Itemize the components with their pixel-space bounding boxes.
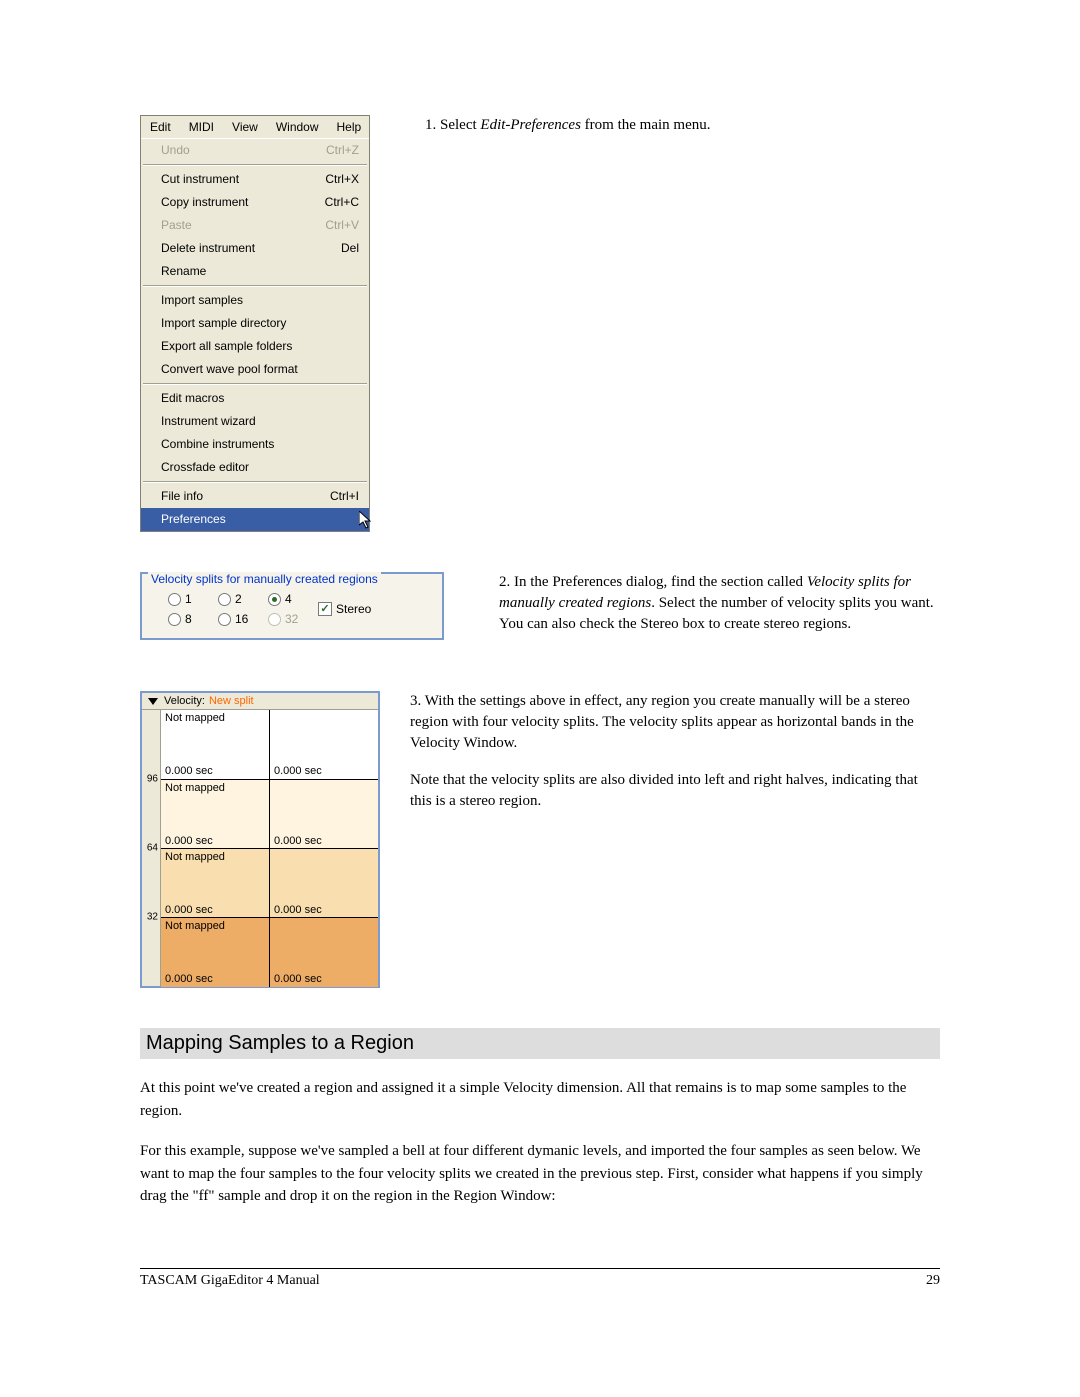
body-p1: At this point we've created a region and… bbox=[140, 1077, 940, 1122]
radio-32: 32 bbox=[268, 612, 318, 626]
step1-text: 1. Select Edit-Preferences from the main… bbox=[425, 115, 940, 136]
menu-separator bbox=[143, 285, 367, 287]
velocity-dialog-title: Velocity splits for manually created reg… bbox=[148, 572, 381, 586]
velocity-split[interactable]: Not mapped0.000 sec 0.000 sec bbox=[161, 710, 378, 779]
collapse-triangle-icon[interactable] bbox=[148, 698, 158, 705]
menu-item[interactable]: Edit macros bbox=[141, 387, 369, 410]
menu-item: PasteCtrl+V bbox=[141, 214, 369, 237]
velocity-gutter: 96 64 32 bbox=[142, 710, 161, 986]
page-footer: TASCAM GigaEditor 4 Manual 29 bbox=[140, 1268, 940, 1289]
velocity-split[interactable]: Not mapped0.000 sec 0.000 sec bbox=[161, 779, 378, 849]
menu-item[interactable]: Convert wave pool format bbox=[141, 358, 369, 381]
menu-item[interactable]: Combine instruments bbox=[141, 433, 369, 456]
menu-separator bbox=[143, 164, 367, 166]
menu-item[interactable]: Preferences bbox=[141, 508, 369, 531]
menu-item[interactable]: Import samples bbox=[141, 289, 369, 312]
menu-help[interactable]: Help bbox=[328, 116, 371, 138]
menu-item[interactable]: Import sample directory bbox=[141, 312, 369, 335]
step3-p2: Note that the velocity splits are also d… bbox=[410, 770, 940, 812]
menu-edit[interactable]: Edit bbox=[141, 116, 180, 138]
section-heading: Mapping Samples to a Region bbox=[140, 1028, 940, 1059]
edit-menu: Edit MIDI View Window Help UndoCtrl+Z Cut… bbox=[140, 115, 370, 532]
menu-item[interactable]: Instrument wizard bbox=[141, 410, 369, 433]
velocity-window-label: Velocity: bbox=[164, 695, 205, 707]
menu-window[interactable]: Window bbox=[267, 116, 328, 138]
body-p2: For this example, suppose we've sampled … bbox=[140, 1140, 940, 1208]
velocity-split[interactable]: Not mapped0.000 sec 0.000 sec bbox=[161, 848, 378, 918]
velocity-tracks[interactable]: Not mapped0.000 sec 0.000 sec Not mapped… bbox=[161, 710, 378, 986]
radio-2[interactable]: 2 bbox=[218, 592, 268, 606]
menu-item[interactable]: Rename bbox=[141, 260, 369, 283]
menu-item[interactable]: Delete instrumentDel bbox=[141, 237, 369, 260]
velocity-splits-dialog: Velocity splits for manually created reg… bbox=[140, 572, 444, 640]
footer-left: TASCAM GigaEditor 4 Manual bbox=[140, 1273, 320, 1289]
menu-midi[interactable]: MIDI bbox=[180, 116, 223, 138]
menu-item[interactable]: Cut instrumentCtrl+X bbox=[141, 168, 369, 191]
velocity-window-tag: New split bbox=[209, 695, 254, 707]
edit-menu-list: UndoCtrl+Z Cut instrumentCtrl+XCopy instr… bbox=[141, 139, 369, 531]
checkbox-stereo[interactable]: ✓Stereo bbox=[318, 602, 398, 616]
menu-bar: Edit MIDI View Window Help bbox=[141, 116, 369, 139]
radio-4[interactable]: 4 bbox=[268, 592, 318, 606]
menu-item[interactable]: Crossfade editor bbox=[141, 456, 369, 479]
menu-separator bbox=[143, 481, 367, 483]
radio-16[interactable]: 16 bbox=[218, 612, 268, 626]
footer-page: 29 bbox=[926, 1273, 940, 1289]
menu-item: UndoCtrl+Z bbox=[141, 139, 369, 162]
menu-separator bbox=[143, 383, 367, 385]
velocity-window: Velocity: New split 96 64 32 Not mapped0… bbox=[140, 691, 380, 988]
radio-8[interactable]: 8 bbox=[168, 612, 218, 626]
step2-text: 2. In the Preferences dialog, find the s… bbox=[499, 572, 940, 635]
step3-p1: 3. With the settings above in effect, an… bbox=[410, 691, 940, 754]
menu-item[interactable]: Copy instrumentCtrl+C bbox=[141, 191, 369, 214]
velocity-split[interactable]: Not mapped0.000 sec 0.000 sec bbox=[161, 917, 378, 987]
menu-item[interactable]: File infoCtrl+I bbox=[141, 485, 369, 508]
radio-1[interactable]: 1 bbox=[168, 592, 218, 606]
menu-item[interactable]: Export all sample folders bbox=[141, 335, 369, 358]
menu-view[interactable]: View bbox=[223, 116, 267, 138]
